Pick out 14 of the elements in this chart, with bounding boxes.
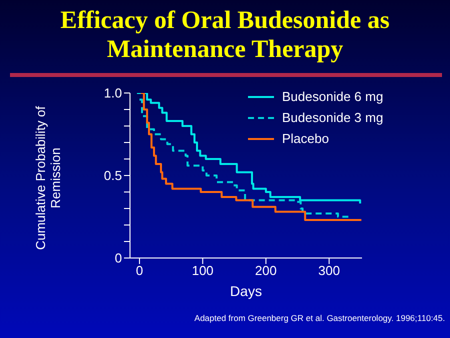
y-tick-label: 1.0 — [104, 86, 122, 101]
y-tick-label: 0.5 — [104, 168, 122, 184]
x-tick-label: 0 — [136, 263, 144, 278]
chart-title: Efficacy of Oral Budesonide as Maintenance Therapy — [59, 6, 391, 64]
y-tick-label: 0 — [114, 250, 122, 266]
x-tick-label: 100 — [192, 263, 214, 278]
x-axis-title: Days — [230, 283, 262, 299]
text: Adapted from Greenberg GR et al. Gastroenterology. 1996;110:45. — [193, 313, 445, 323]
y-axis-title: Cumulative Probability of Remission — [33, 105, 63, 252]
x-tick-label: 300 — [318, 263, 340, 278]
legend-label: Placebo — [282, 131, 329, 146]
legend-label: Budesonide 6 mg — [282, 89, 384, 104]
x-tick-label: 200 — [255, 263, 277, 278]
legend-label: Budesonide 3 mg — [282, 110, 384, 125]
